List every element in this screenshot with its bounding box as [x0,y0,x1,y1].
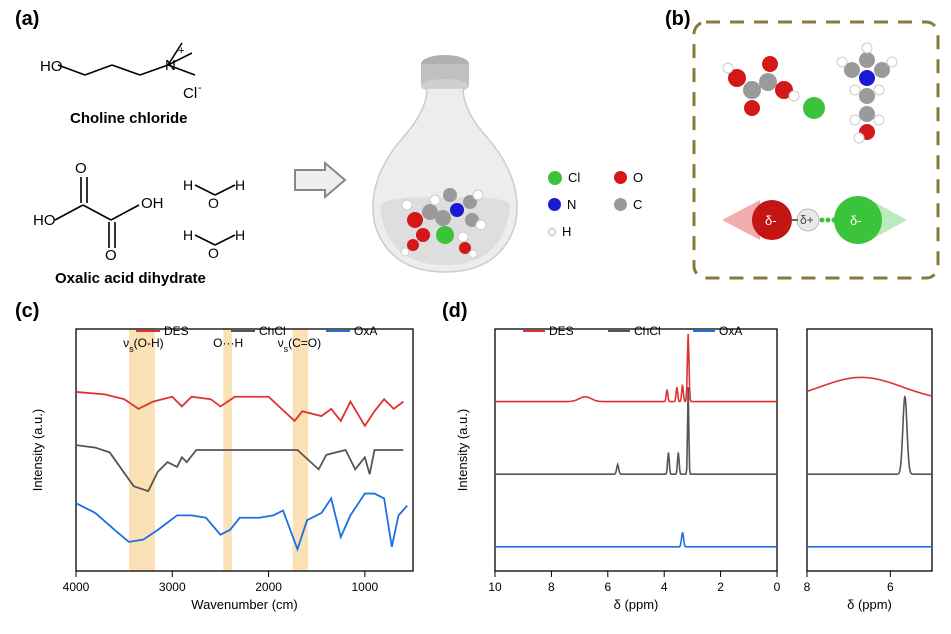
oxalic-structure: HO O O OH H O H H O H [25,145,305,265]
flask [345,40,545,285]
atom-legend: Cl O N C H [548,170,658,251]
svg-text:6: 6 [604,580,611,594]
choline-label: Choline chloride [70,110,188,127]
svg-text:1000: 1000 [352,580,379,594]
svg-text:8: 8 [548,580,555,594]
svg-text:ChCl: ChCl [259,324,286,338]
svg-text:H: H [183,177,193,193]
svg-text:OxA: OxA [719,324,742,338]
svg-text:4: 4 [661,580,668,594]
atom-legend-item: N [548,197,592,212]
svg-text:ChCl: ChCl [634,324,661,338]
svg-text:δ+: δ+ [800,213,814,227]
svg-text:Cl: Cl [183,85,197,102]
svg-text:OH: OH [141,195,164,212]
svg-text:+: + [178,45,184,57]
svg-text:8: 8 [804,580,811,594]
atom-legend-item: O [614,170,658,185]
svg-text:Wavenumber (cm): Wavenumber (cm) [191,597,297,612]
svg-text:O: O [208,245,219,261]
svg-text:H: H [183,227,193,243]
reaction-arrow [290,160,350,200]
choline-structure: HO N + Cl - [40,35,280,110]
svg-text:O: O [75,160,87,177]
svg-text:δ-: δ- [765,213,777,228]
svg-text:δ (ppm): δ (ppm) [847,597,892,612]
oxalic-label: Oxalic acid dihydrate [55,270,206,287]
svg-text:0: 0 [774,580,781,594]
svg-text:Intensity (a.u.): Intensity (a.u.) [30,409,45,491]
svg-text:δ-: δ- [850,213,862,228]
svg-text:4000: 4000 [63,580,90,594]
svg-text:H: H [235,177,245,193]
chart-d-main: 10 8 6 4 2 0 δ (ppm) Intensity (a.u.) DES ChCl OxA [455,315,785,615]
svg-text:O···H: O···H [213,336,243,350]
panel-b-frame: δ- δ+ δ- [692,20,940,280]
svg-text:HO: HO [33,212,56,229]
chart-d-zoom: 8 6 δ (ppm) [795,315,940,615]
svg-text:Intensity (a.u.): Intensity (a.u.) [455,409,470,491]
svg-text:OxA: OxA [354,324,377,338]
svg-text:δ (ppm): δ (ppm) [614,597,659,612]
svg-text:DES: DES [164,324,189,338]
svg-text:H: H [235,227,245,243]
svg-text:O: O [105,247,117,264]
svg-text:-: - [198,82,202,94]
svg-text:HO: HO [40,58,63,75]
atom-legend-item: H [548,224,592,239]
svg-text:6: 6 [887,580,894,594]
svg-text:N: N [165,57,176,74]
panel-b-label: (b) [665,8,691,31]
panel-a-label: (a) [15,8,39,31]
svg-text:2000: 2000 [255,580,282,594]
svg-text:10: 10 [488,580,502,594]
atom-legend-item: Cl [548,170,592,185]
atom-legend-item: C [614,197,658,212]
svg-text:DES: DES [549,324,574,338]
svg-text:2: 2 [717,580,724,594]
chart-c: 4000300020001000νs(O-H)O···Hνs(C=O)DESCh… [28,315,423,615]
svg-text:3000: 3000 [159,580,186,594]
svg-text:O: O [208,195,219,211]
